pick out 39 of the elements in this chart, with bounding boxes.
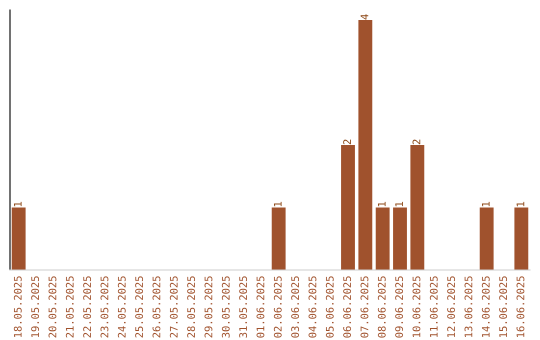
x-tick-label: 01.06.2025 (256, 276, 264, 338)
x-tick-label: 26.05.2025 (152, 276, 160, 338)
x-tick-label: 27.05.2025 (170, 276, 178, 338)
x-tick-label: 22.05.2025 (83, 276, 92, 338)
x-tick-label: 16.06.2025 (516, 276, 524, 338)
x-tick-label: 04.06.2025 (308, 276, 316, 338)
x-tick-label: 02.06.2025 (274, 276, 282, 338)
x-tick-label: 06.06.2025 (343, 276, 352, 338)
x-tick-label: 19.05.2025 (31, 276, 40, 338)
x-tick-label: 23.05.2025 (100, 276, 108, 338)
x-tick-label: 15.06.2025 (499, 276, 508, 338)
data-label: 1 (14, 202, 22, 206)
x-tick-label: 28.05.2025 (187, 276, 196, 338)
x-tick-label: 08.06.2025 (378, 276, 386, 338)
x-tick-label: 21.05.2025 (66, 276, 74, 338)
x-tick-label: 14.06.2025 (482, 276, 490, 338)
x-tick-label: 10.06.2025 (412, 276, 420, 338)
x-tick-label: 20.05.2025 (48, 276, 56, 338)
data-label: 1 (516, 202, 524, 206)
data-label: 2 (343, 140, 351, 144)
x-tick-label: 24.05.2025 (118, 276, 126, 338)
x-tick-label: 12.06.2025 (447, 276, 456, 338)
x-tick-label: 30.05.2025 (222, 276, 230, 338)
x-tick-label: 11.06.2025 (430, 276, 438, 338)
x-tick-label: 07.06.2025 (360, 276, 368, 338)
data-label: 2 (412, 140, 420, 144)
data-label: 1 (274, 202, 282, 206)
x-tick-label: 09.06.2025 (395, 276, 404, 338)
data-label: 4 (360, 14, 368, 20)
data-label: 1 (482, 202, 490, 206)
x-tick-label: 31.05.2025 (239, 276, 248, 338)
x-tick-label: 25.05.2025 (135, 276, 144, 338)
data-label: 1 (378, 202, 386, 206)
data-label: 1 (395, 202, 403, 206)
x-tick-label: 03.06.2025 (291, 276, 300, 338)
x-tick-label: 29.05.2025 (204, 276, 212, 338)
x-tick-label: 13.06.2025 (464, 276, 472, 338)
x-tick-label: 18.05.2025 (14, 276, 22, 338)
x-tick-label: 05.06.2025 (326, 276, 334, 338)
